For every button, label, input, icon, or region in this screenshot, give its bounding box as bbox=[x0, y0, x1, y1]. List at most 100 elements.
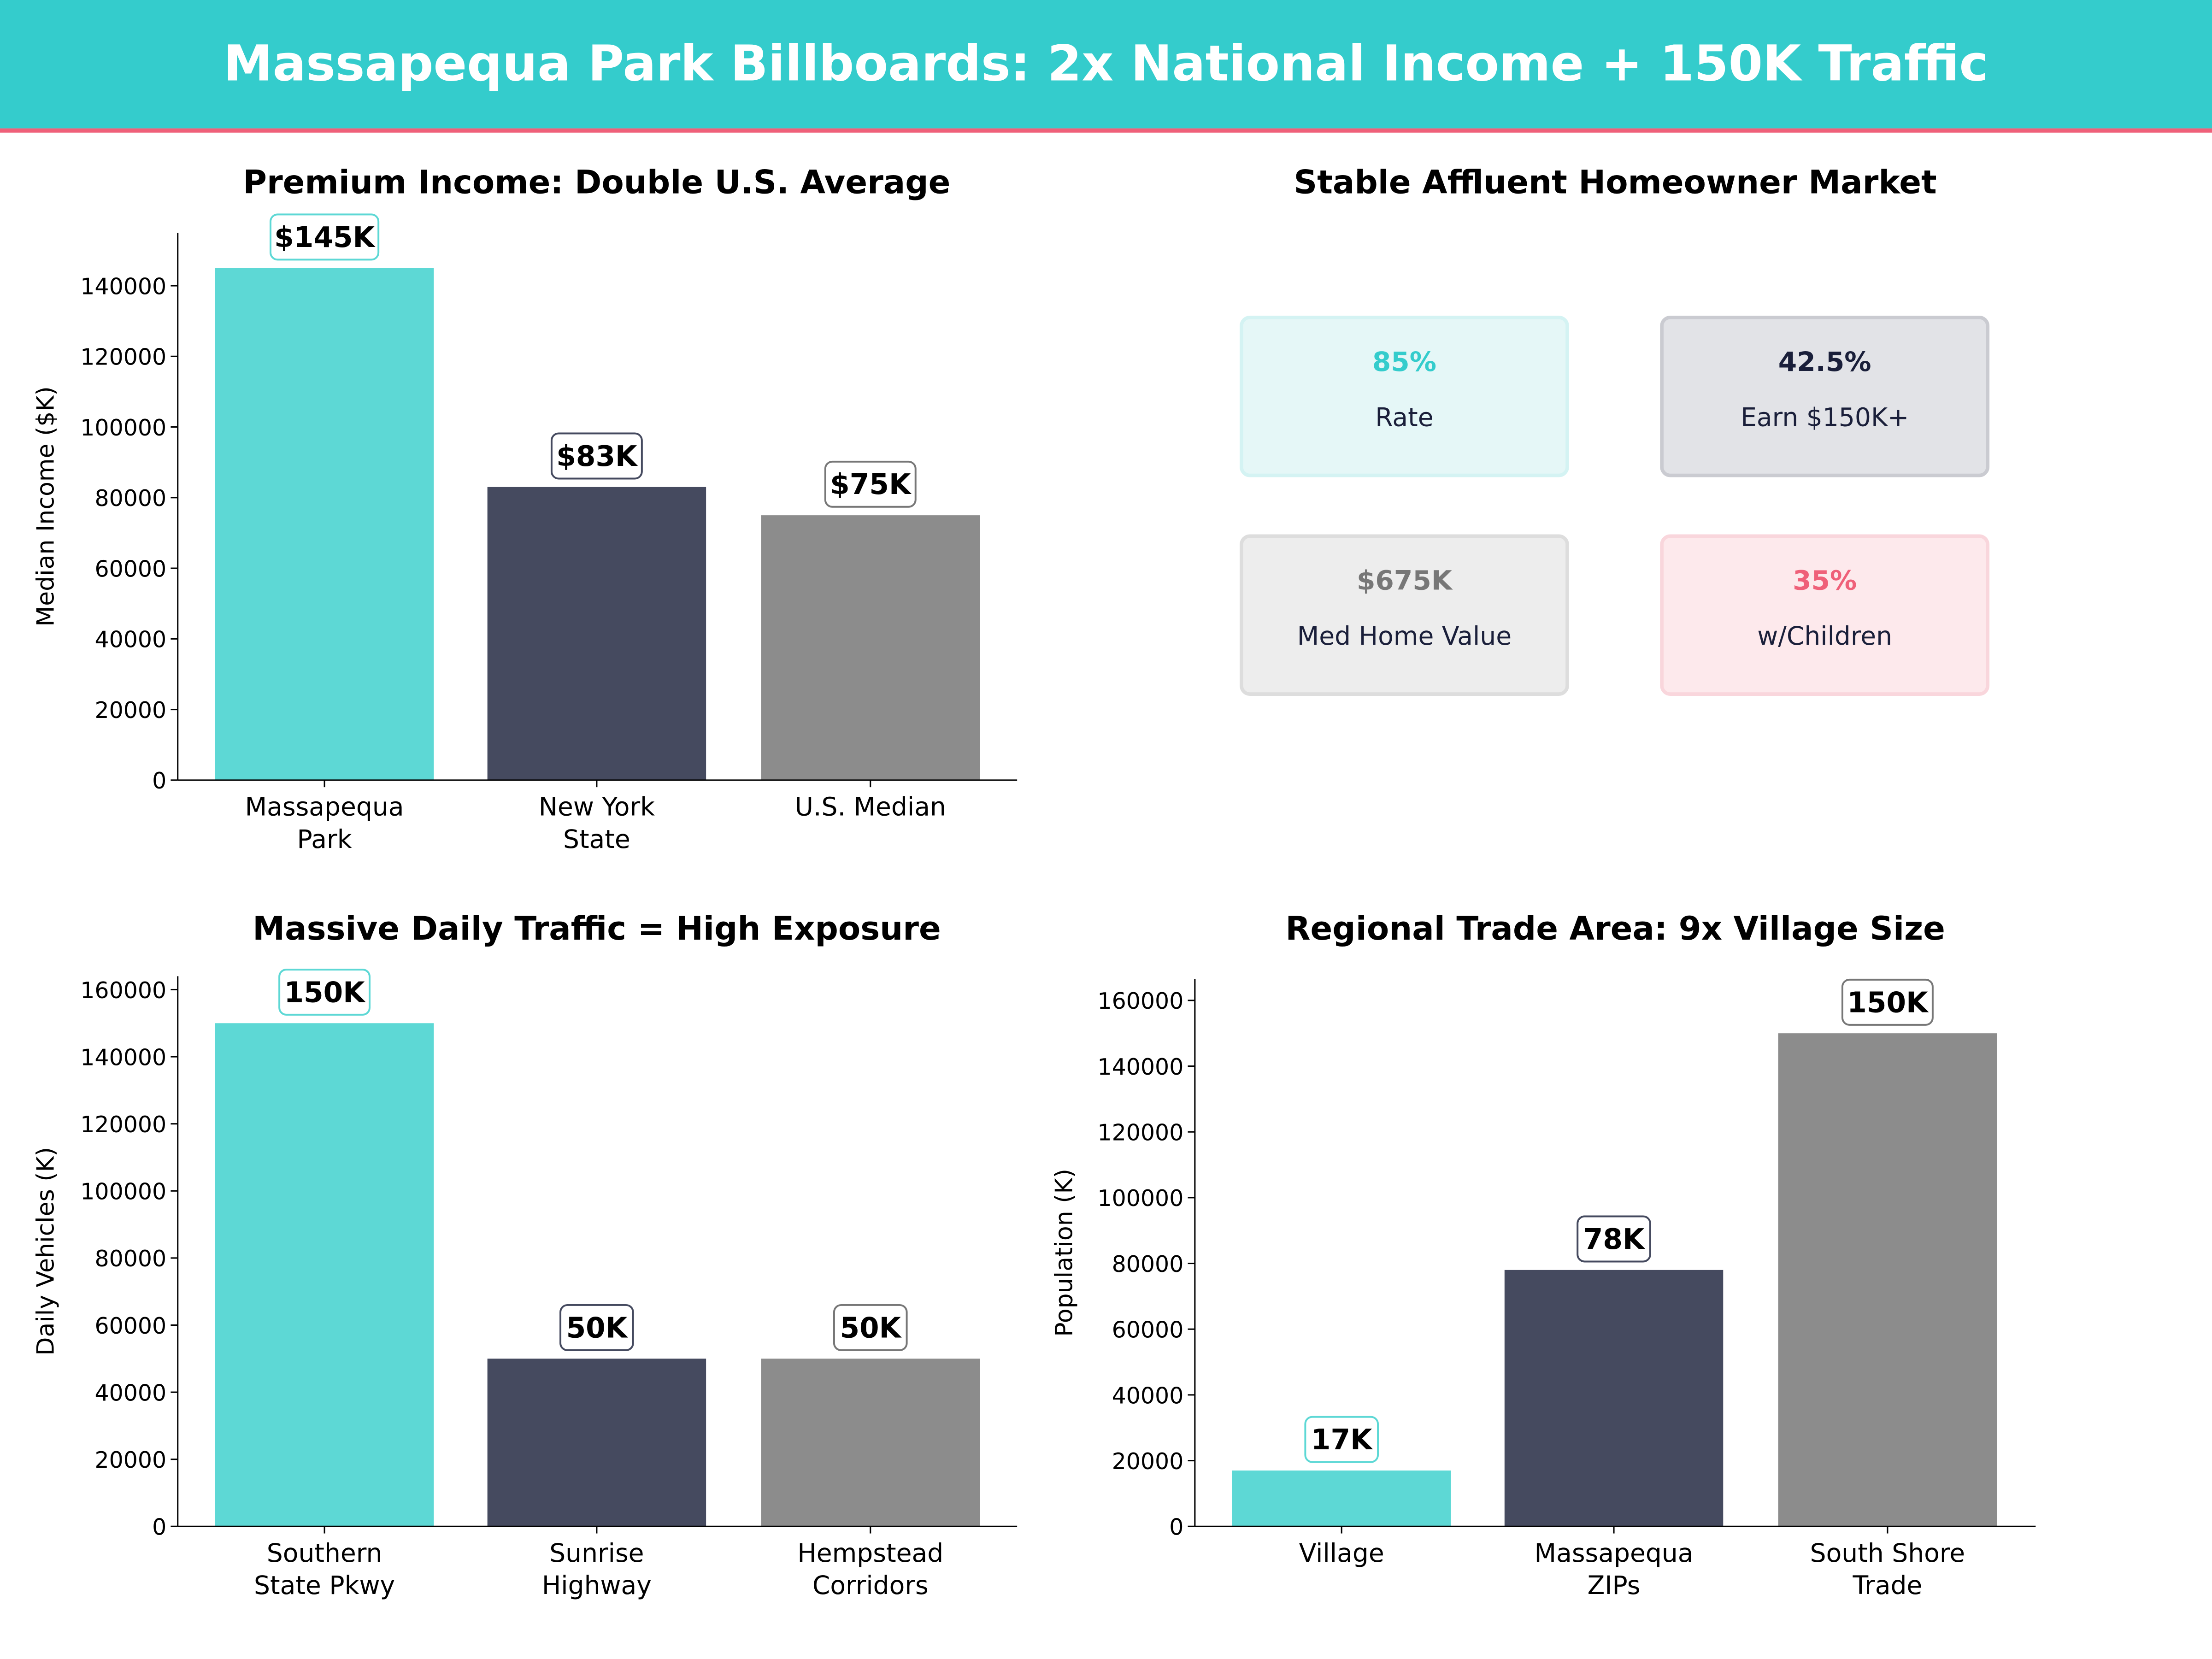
x-tick-label-line: Park bbox=[297, 824, 352, 854]
x-tick-label-line: State Pkwy bbox=[254, 1571, 395, 1600]
kpi-cards: 85% Rate 42.5% Earn $150K+ $675K Med Home Val… bbox=[1240, 315, 1990, 696]
y-axis-label: Population (K) bbox=[1051, 1169, 1078, 1337]
bar-chart: Premium Income: Double U.S. Average Media… bbox=[32, 163, 1018, 854]
data-label: 50K bbox=[840, 1312, 902, 1344]
x-tick-label: Sunrise Highway bbox=[542, 1538, 652, 1600]
x-tick-label-line: State bbox=[563, 824, 630, 854]
y-tick-label: 0 bbox=[152, 1514, 166, 1541]
x-tick-label: U.S. Median bbox=[795, 792, 946, 821]
data-label-box bbox=[1577, 1215, 1651, 1263]
data-label-box bbox=[270, 213, 380, 261]
data-label-box bbox=[559, 1304, 634, 1351]
data-label-box bbox=[1304, 1416, 1379, 1463]
data-label-box bbox=[833, 1304, 908, 1351]
kpi-label: w/Children bbox=[1757, 621, 1892, 651]
chart-title: Premium Income: Double U.S. Average bbox=[243, 163, 950, 201]
kpi-card-bg bbox=[1240, 315, 1569, 477]
kpi-value: 85% bbox=[1372, 346, 1436, 377]
y-tick-label: 140000 bbox=[1097, 1054, 1183, 1080]
data-label-box bbox=[1841, 978, 1934, 1026]
y-tick-label: 160000 bbox=[1097, 988, 1183, 1014]
x-tick-label-line: Corridors bbox=[812, 1571, 929, 1600]
data-label-box bbox=[550, 432, 643, 480]
y-tick-label: 40000 bbox=[1112, 1382, 1184, 1409]
bar-chart: Massive Daily Traffic = High Exposure Dai… bbox=[32, 910, 1018, 1600]
chart-title: Regional Trade Area: 9x Village Size bbox=[1285, 910, 1945, 947]
y-tick-label: 80000 bbox=[94, 485, 166, 512]
kpi-card: 85% Rate bbox=[1240, 315, 1569, 477]
bar bbox=[215, 1023, 434, 1527]
x-tick-label-line: Village bbox=[1299, 1538, 1384, 1568]
kpi-card-bg bbox=[1660, 315, 1990, 477]
kpi-value: 42.5% bbox=[1778, 346, 1871, 377]
x-tick-label-line: Hempstead bbox=[797, 1538, 943, 1568]
x-tick-label-line: Massapequa bbox=[1535, 1538, 1694, 1568]
y-tick-label: 120000 bbox=[1097, 1120, 1183, 1146]
y-tick-label: 80000 bbox=[1112, 1251, 1184, 1277]
kpi-label: Rate bbox=[1375, 402, 1433, 432]
x-tick-label: Massapequa ZIPs bbox=[1535, 1538, 1694, 1600]
bar bbox=[1232, 1470, 1451, 1527]
x-tick-label: South Shore Trade bbox=[1810, 1538, 1965, 1600]
x-tick-label-line: Southern bbox=[267, 1538, 382, 1568]
data-label: 150K bbox=[1847, 986, 1929, 1019]
y-tick-label: 0 bbox=[1169, 1514, 1183, 1541]
x-tick-label: Village bbox=[1299, 1538, 1384, 1568]
x-tick-label-line: Trade bbox=[1852, 1571, 1922, 1600]
bar-chart: Regional Trade Area: 9x Village Size Popu… bbox=[1051, 910, 2036, 1600]
x-tick-label-line: Massapequa bbox=[245, 792, 404, 821]
x-tick-label: Massapequa Park bbox=[245, 792, 404, 853]
y-tick-label: 80000 bbox=[94, 1246, 166, 1272]
kpi-label: Earn $150K+ bbox=[1741, 402, 1909, 432]
x-tick-label-line: Sunrise bbox=[549, 1538, 644, 1568]
data-label-box bbox=[278, 968, 371, 1016]
data-label: 150K bbox=[284, 976, 366, 1009]
y-tick-label: 140000 bbox=[80, 1044, 166, 1071]
y-tick-label: 100000 bbox=[80, 1179, 166, 1205]
y-axis-label: Median Income ($K) bbox=[32, 386, 59, 627]
x-tick-label-line: New York bbox=[539, 792, 655, 821]
kpi-card: 35% w/Children bbox=[1660, 534, 1990, 696]
y-tick-label: 60000 bbox=[94, 1313, 166, 1339]
bar bbox=[1778, 1033, 1997, 1527]
x-tick-label-line: South Shore bbox=[1810, 1538, 1965, 1568]
data-label: 78K bbox=[1583, 1223, 1646, 1256]
y-tick-label: 0 bbox=[152, 768, 166, 794]
kpi-card: 42.5% Earn $150K+ bbox=[1660, 315, 1990, 477]
chart-title: Massive Daily Traffic = High Exposure bbox=[253, 910, 941, 947]
charts: Premium Income: Double U.S. Average Media… bbox=[32, 163, 2036, 1600]
data-label: 50K bbox=[566, 1312, 629, 1344]
y-axis-label: Daily Vehicles (K) bbox=[32, 1147, 59, 1356]
header-accent-line bbox=[0, 128, 2212, 133]
kpi-card-bg bbox=[1660, 534, 1990, 696]
y-tick-label: 20000 bbox=[94, 1447, 166, 1473]
y-tick-label: 120000 bbox=[80, 344, 166, 371]
y-tick-label: 100000 bbox=[80, 415, 166, 441]
y-tick-label: 160000 bbox=[80, 977, 166, 1004]
y-tick-label: 40000 bbox=[94, 627, 166, 653]
y-tick-label: 140000 bbox=[80, 273, 166, 300]
x-tick-label-line: U.S. Median bbox=[795, 792, 946, 821]
bar bbox=[761, 515, 980, 780]
kpi-panel-title: Stable Affluent Homeowner Market bbox=[1294, 163, 1937, 201]
x-tick-label-line: ZIPs bbox=[1588, 1571, 1641, 1600]
x-tick-label-line: Highway bbox=[542, 1571, 652, 1600]
kpi-label: Med Home Value bbox=[1297, 621, 1512, 651]
data-label: $75K bbox=[830, 468, 912, 501]
data-label: $83K bbox=[556, 440, 638, 473]
bar bbox=[215, 268, 434, 780]
kpi-card-bg bbox=[1240, 534, 1569, 696]
x-tick-label: Hempstead Corridors bbox=[797, 1538, 943, 1600]
y-tick-label: 20000 bbox=[94, 697, 166, 724]
y-tick-label: 120000 bbox=[80, 1112, 166, 1138]
y-tick-label: 60000 bbox=[1112, 1317, 1184, 1343]
bar bbox=[1504, 1270, 1724, 1527]
bar bbox=[487, 1359, 706, 1527]
x-tick-label: Southern State Pkwy bbox=[254, 1538, 395, 1600]
bar bbox=[487, 487, 706, 780]
y-tick-label: 100000 bbox=[1097, 1185, 1183, 1212]
data-label: 17K bbox=[1311, 1424, 1373, 1456]
data-label: $145K bbox=[274, 221, 376, 254]
page-title: Massapequa Park Billboards: 2x National … bbox=[224, 35, 1988, 92]
